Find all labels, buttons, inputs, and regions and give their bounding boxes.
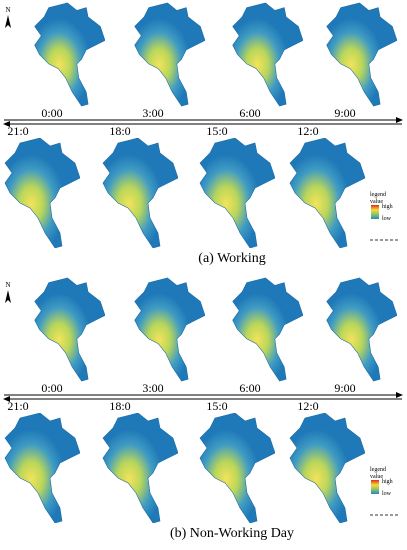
map <box>199 413 275 523</box>
panel: N 0:00 3:00 6:00 9:00 21:0 18:0 15:0 12:0 legendv… <box>3 277 403 541</box>
time-label: 21:0 <box>7 399 28 413</box>
legend-ramp <box>371 480 379 494</box>
north-arrow <box>5 290 11 303</box>
map <box>199 138 275 248</box>
legend-low: low <box>382 491 392 497</box>
north-arrow <box>5 15 11 28</box>
north-label: N <box>5 6 10 14</box>
map <box>34 2 105 107</box>
map <box>4 413 80 523</box>
time-label: 6:00 <box>239 106 260 120</box>
map <box>289 138 365 248</box>
time-label: 12:0 <box>297 124 318 138</box>
time-label: 15:0 <box>206 399 227 413</box>
legend-title: legend <box>370 192 386 198</box>
caption: (a) Working <box>198 251 265 266</box>
map <box>4 138 80 248</box>
map <box>34 277 105 382</box>
legend-ramp <box>371 205 379 219</box>
time-label: 0:00 <box>41 106 62 120</box>
legend-low: low <box>382 216 392 222</box>
time-label: 9:00 <box>334 381 355 395</box>
time-label: 0:00 <box>41 381 62 395</box>
map <box>289 413 365 523</box>
arrow-head <box>3 121 10 127</box>
arrow-head <box>396 117 403 123</box>
legend-high: high <box>382 479 393 485</box>
map <box>134 2 205 107</box>
time-label: 6:00 <box>239 381 260 395</box>
map <box>326 277 397 382</box>
time-label: 21:0 <box>7 124 28 138</box>
time-label: 15:0 <box>206 124 227 138</box>
legend-high: high <box>382 204 393 210</box>
legend-title: value <box>370 474 383 480</box>
time-label: 12:0 <box>297 399 318 413</box>
map <box>326 2 397 107</box>
map <box>102 138 178 248</box>
panel: N 0:00 3:00 6:00 9:00 21:0 18:0 15:0 12:0 legendv… <box>3 2 403 266</box>
time-label: 3:00 <box>142 381 163 395</box>
time-label: 9:00 <box>334 106 355 120</box>
north-label: N <box>5 281 10 289</box>
caption: (b) Non-Working Day <box>170 526 294 541</box>
map <box>134 277 205 382</box>
time-label: 3:00 <box>142 106 163 120</box>
map <box>232 2 303 107</box>
map <box>102 413 178 523</box>
legend-title: value <box>370 199 383 205</box>
time-label: 18:0 <box>109 124 130 138</box>
arrow-head <box>396 392 403 398</box>
map <box>232 277 303 382</box>
time-label: 18:0 <box>109 399 130 413</box>
legend-title: legend <box>370 467 386 473</box>
arrow-head <box>3 396 10 402</box>
